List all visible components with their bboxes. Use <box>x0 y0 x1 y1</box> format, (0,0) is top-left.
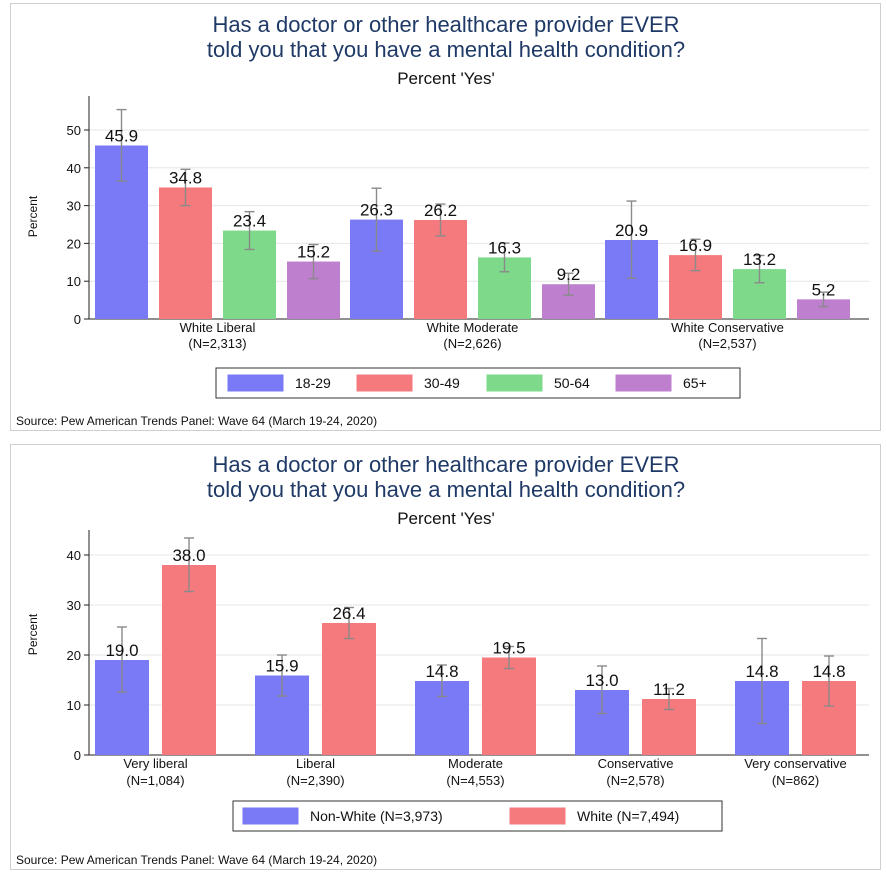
legend-swatch <box>242 807 299 825</box>
legend-label: 30-49 <box>424 375 460 391</box>
x-category-label: White Moderate <box>427 320 519 335</box>
legend-label: 18-29 <box>295 375 331 391</box>
data-label: 20.9 <box>615 221 648 240</box>
x-category-n: (N=4,553) <box>446 773 504 788</box>
data-label: 9.2 <box>557 265 581 284</box>
data-label: 26.3 <box>360 201 393 220</box>
x-category-n: (N=2,626) <box>443 336 501 351</box>
legend-swatch <box>227 374 284 392</box>
x-category-n: (N=2,313) <box>188 336 246 351</box>
data-label: 23.4 <box>233 212 266 231</box>
data-label: 5.2 <box>812 280 836 299</box>
data-label: 45.9 <box>105 126 138 145</box>
x-category-n: (N=2,578) <box>606 773 664 788</box>
x-category-label: Moderate <box>448 756 503 771</box>
legend-label: White (N=7,494) <box>577 808 679 824</box>
data-label: 14.8 <box>425 662 458 681</box>
x-category-label: Conservative <box>598 756 674 771</box>
y-tick-label: 20 <box>67 648 81 663</box>
x-category-n: (N=2,537) <box>698 336 756 351</box>
chart-panel-top: Has a doctor or other healthcare provide… <box>10 3 881 431</box>
chart-svg-bottom: Has a doctor or other healthcare provide… <box>16 452 869 867</box>
y-tick-label: 0 <box>74 748 81 763</box>
x-category-label: Very conservative <box>744 756 847 771</box>
data-label: 11.2 <box>653 680 685 699</box>
bar <box>162 565 216 755</box>
chart-title-line-2: told you that you have a mental health c… <box>207 477 685 502</box>
legend-swatch <box>356 374 413 392</box>
y-tick-label: 50 <box>67 123 81 138</box>
legend-swatch <box>486 374 543 392</box>
y-tick-label: 40 <box>67 548 81 563</box>
data-label: 14.8 <box>812 662 845 681</box>
y-tick-label: 10 <box>67 274 81 289</box>
data-label: 16.3 <box>488 238 521 257</box>
legend-label: Non-White (N=3,973) <box>310 808 443 824</box>
y-tick-label: 20 <box>67 236 81 251</box>
x-category-n: (N=1,084) <box>126 773 184 788</box>
x-category-label: Very liberal <box>123 756 187 771</box>
chart-subtitle: Percent 'Yes' <box>397 509 495 528</box>
data-label: 15.9 <box>265 657 298 676</box>
y-tick-label: 10 <box>67 698 81 713</box>
x-category-label: White Liberal <box>180 320 256 335</box>
chart-title-line-1: Has a doctor or other healthcare provide… <box>212 452 679 477</box>
data-label: 19.0 <box>105 641 138 660</box>
chart-subtitle: Percent 'Yes' <box>397 69 495 88</box>
legend-label: 50-64 <box>554 375 590 391</box>
y-tick-label: 0 <box>74 312 81 327</box>
data-label: 38.0 <box>172 546 205 565</box>
x-category-label: White Conservative <box>671 320 784 335</box>
y-tick-label: 30 <box>67 598 81 613</box>
data-label: 13.2 <box>743 250 776 269</box>
bar <box>797 299 850 319</box>
x-category-n: (N=862) <box>772 773 819 788</box>
y-axis-label: Percent <box>26 195 40 237</box>
y-tick-label: 30 <box>67 199 81 214</box>
chart-panel-bottom: Has a doctor or other healthcare provide… <box>10 444 881 870</box>
bar <box>482 657 536 755</box>
bar <box>159 187 212 319</box>
x-category-n: (N=2,390) <box>286 773 344 788</box>
legend-swatch <box>509 807 566 825</box>
data-label: 16.9 <box>679 236 712 255</box>
data-label: 15.2 <box>297 243 330 262</box>
data-label: 26.2 <box>424 201 457 220</box>
data-label: 14.8 <box>745 662 778 681</box>
legend-box <box>232 800 723 832</box>
chart-svg-top: Has a doctor or other healthcare provide… <box>16 12 869 428</box>
data-label: 19.5 <box>492 639 525 658</box>
data-label: 34.8 <box>169 168 202 187</box>
x-category-label: Liberal <box>296 756 335 771</box>
bar <box>322 623 376 755</box>
data-label: 26.4 <box>332 604 365 623</box>
source-note: Source: Pew American Trends Panel: Wave … <box>16 853 377 867</box>
legend-swatch <box>615 374 672 392</box>
y-axis-label: Percent <box>26 613 40 655</box>
legend-label: 65+ <box>683 375 707 391</box>
data-label: 13.0 <box>585 671 618 690</box>
y-tick-label: 40 <box>67 161 81 176</box>
chart-title-line-1: Has a doctor or other healthcare provide… <box>212 12 679 37</box>
source-note: Source: Pew American Trends Panel: Wave … <box>16 414 377 428</box>
chart-title-line-2: told you that you have a mental health c… <box>207 37 685 62</box>
